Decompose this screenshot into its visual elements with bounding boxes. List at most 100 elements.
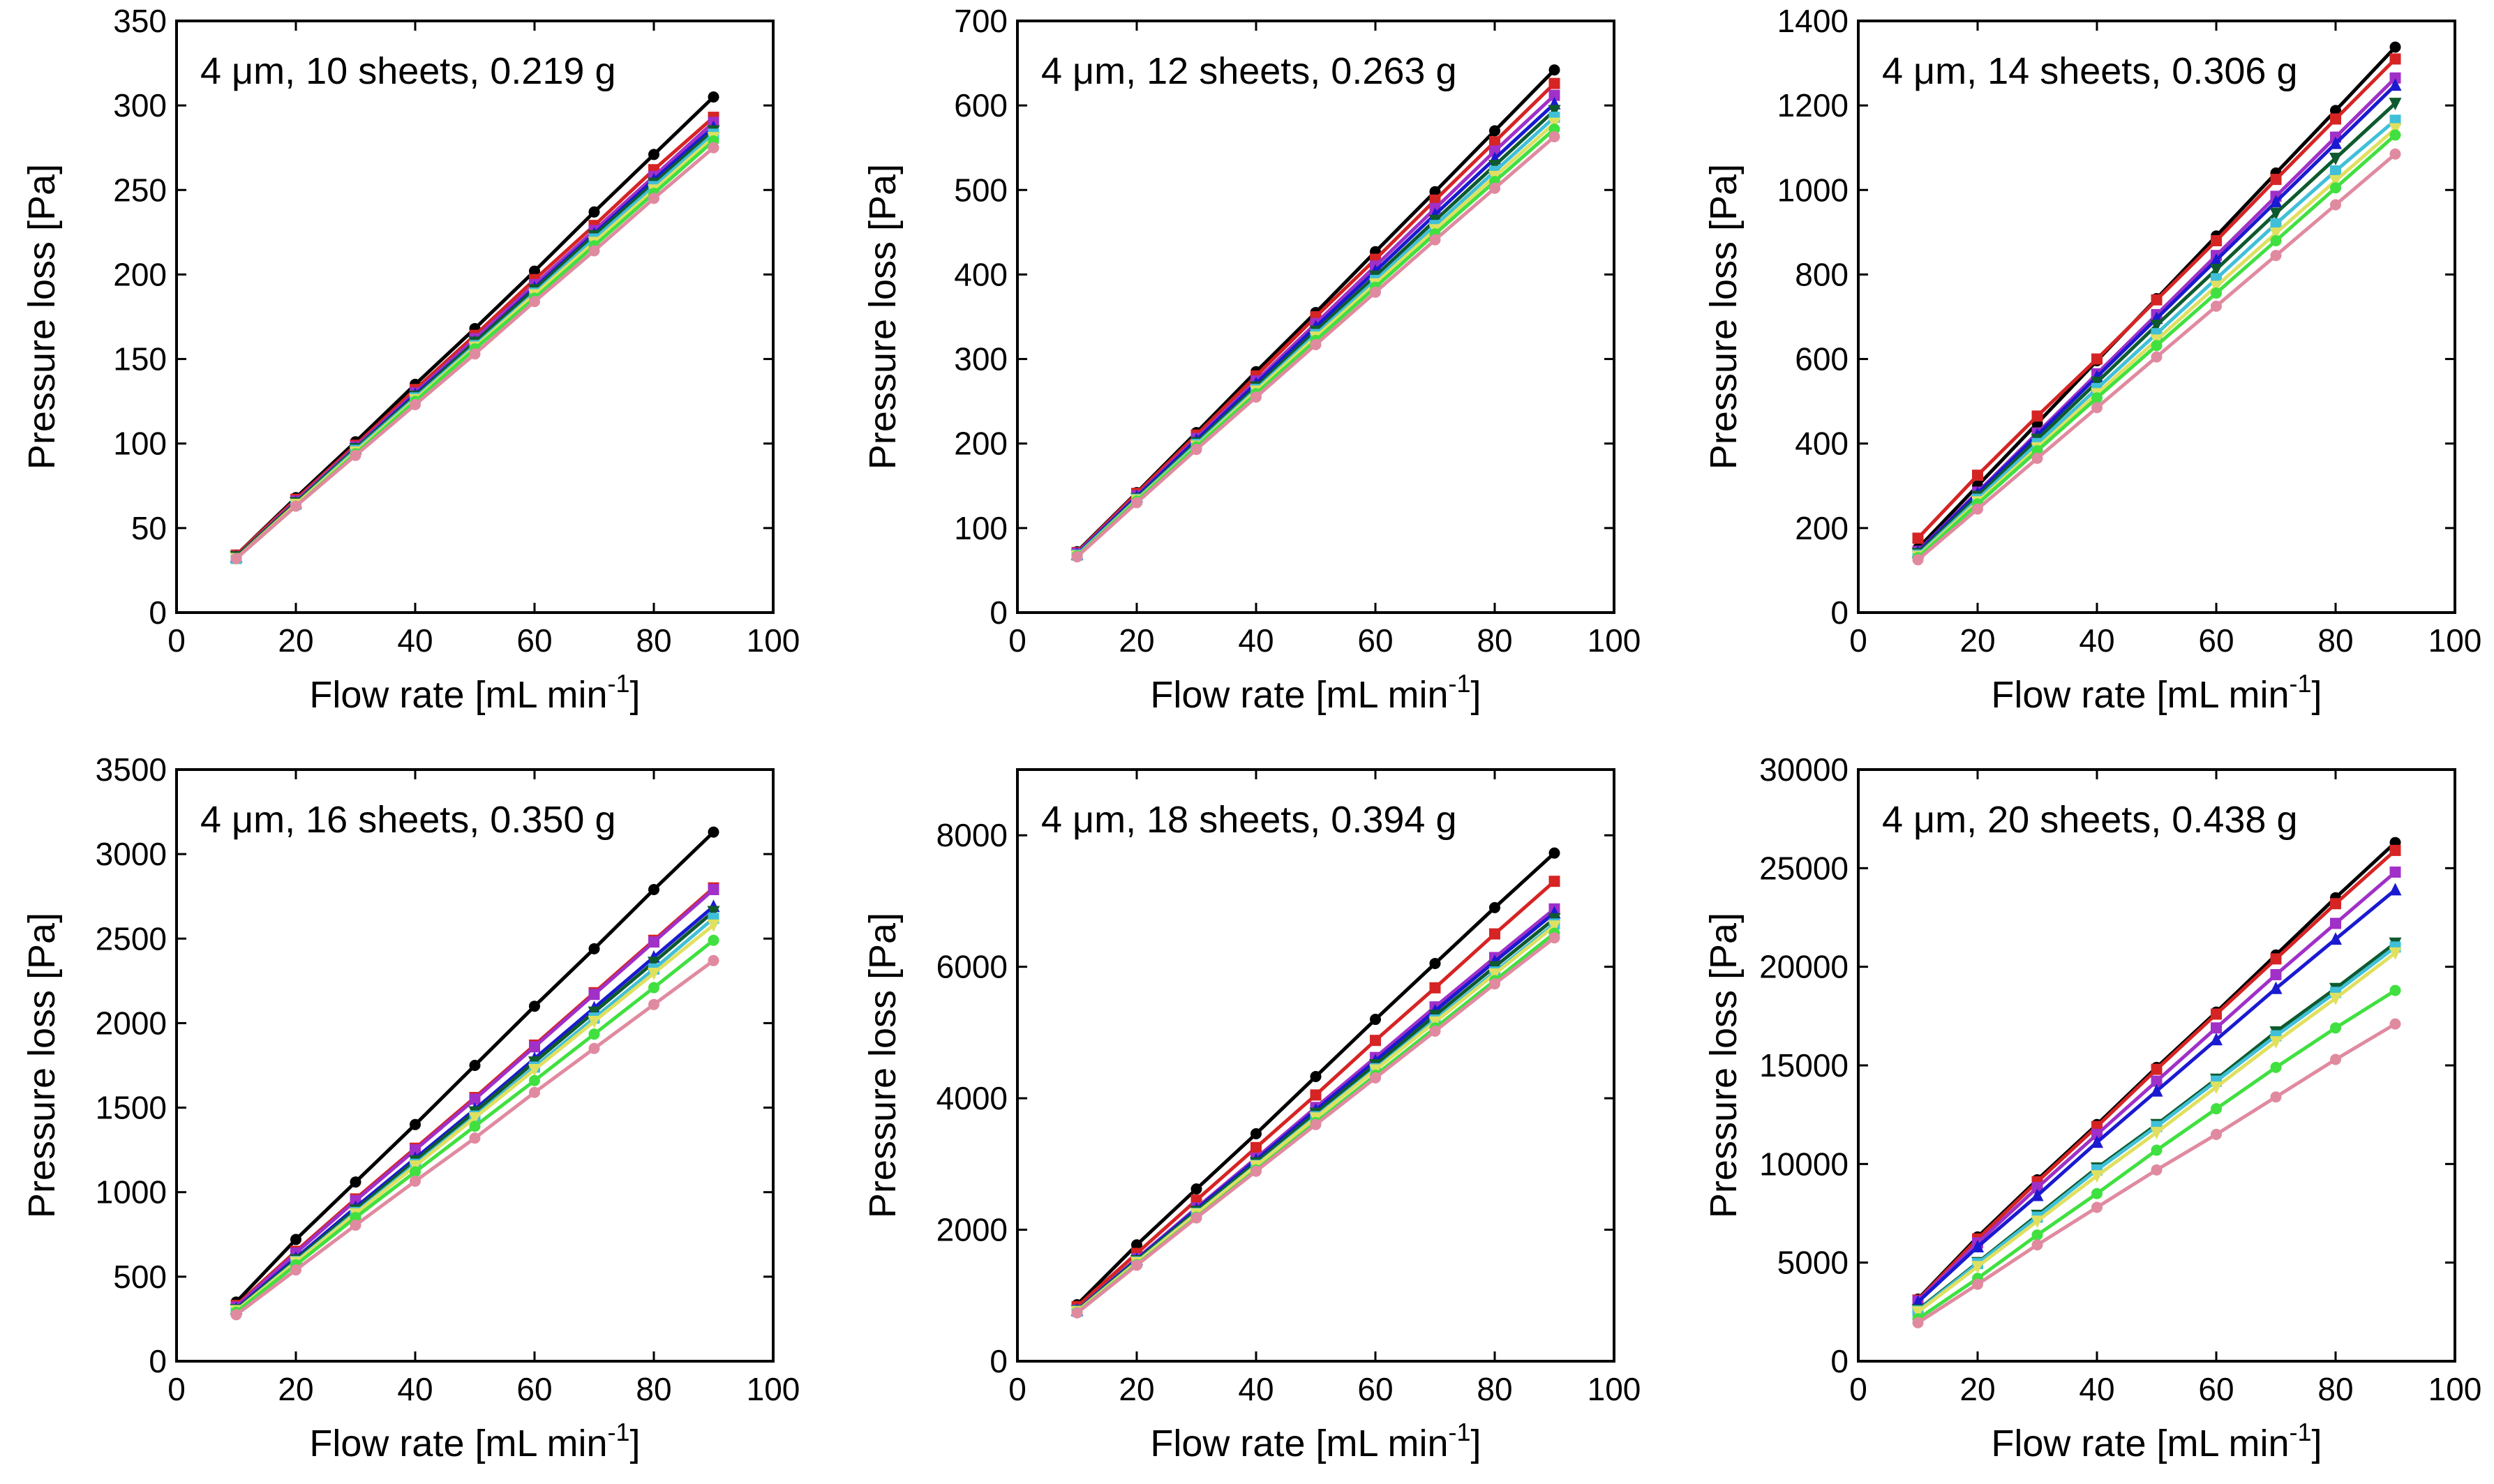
data-point [708, 884, 719, 896]
data-point [2091, 1170, 2103, 1183]
data-point [2389, 72, 2401, 84]
data-point [410, 1118, 421, 1130]
data-point [2270, 1091, 2282, 1103]
x-tick-label: 20 [1119, 622, 1154, 659]
data-point [410, 1175, 421, 1187]
data-point [2269, 207, 2283, 220]
data-point [2269, 1036, 2283, 1049]
data-point [1489, 928, 1500, 940]
data-point [230, 553, 242, 564]
x-tick-label: 0 [1008, 1371, 1026, 1407]
data-point [2091, 1128, 2103, 1140]
data-point [648, 149, 659, 160]
series-9 [230, 142, 719, 564]
y-tick-label: 1000 [96, 1174, 167, 1211]
chart-panel-18-sheets: 0 20 40 60 80 100 0 2000 4000 6000 8000 4 μm, 18 sh… [862, 768, 1641, 1464]
y-tick-label: 200 [954, 426, 1008, 462]
y-tick-label: 200 [1795, 510, 1849, 546]
chart-panel-12-sheets: 0 20 40 60 80 100 0 100 200 300 400 500 600 700 4 μm, … [862, 3, 1641, 716]
chart-panel-16-sheets: 0 20 40 60 80 1000500100015002000250030003500… [21, 751, 800, 1464]
data-point [2270, 234, 2282, 246]
data-point [1548, 105, 1561, 118]
x-tick-label: 100 [1588, 1371, 1641, 1407]
panel-title: 4 μm, 20 sheets, 0.438 g [1882, 799, 2297, 841]
data-point [2031, 1182, 2043, 1194]
data-point [2389, 947, 2402, 960]
y-tick-label: 2500 [96, 920, 167, 957]
x-tick-label: 40 [1238, 622, 1274, 659]
data-point [410, 1144, 421, 1156]
data-point [529, 296, 540, 308]
data-point [1971, 1261, 1984, 1274]
data-point [588, 1016, 601, 1029]
data-point [2330, 917, 2341, 929]
data-point [2329, 136, 2342, 149]
data-point [1912, 1317, 1924, 1328]
data-point [468, 1112, 481, 1125]
data-point [2031, 452, 2043, 464]
y-tick-label: 20000 [1759, 949, 1849, 985]
data-point [1912, 554, 1924, 566]
data-point [2151, 351, 2163, 363]
data-point [648, 193, 659, 204]
x-tick-label: 0 [1849, 622, 1867, 659]
y-tick-label: 15000 [1759, 1047, 1849, 1084]
x-tick-label: 0 [1008, 622, 1026, 659]
panel-title: 4 μm, 12 sheets, 0.263 g [1041, 50, 1456, 92]
data-point [2150, 1127, 2163, 1140]
data-point [2389, 866, 2401, 878]
data-point [1131, 497, 1142, 509]
data-point [648, 936, 659, 948]
y-tick-label: 30000 [1759, 751, 1849, 788]
x-tick-label: 100 [2428, 622, 2482, 659]
data-point [529, 1086, 540, 1098]
x-tick-label: 100 [1588, 622, 1641, 659]
y-tick-label: 0 [149, 594, 167, 631]
data-point [2031, 1239, 2043, 1251]
data-point [2151, 1164, 2163, 1176]
data-point [2330, 182, 2341, 194]
data-point [2091, 376, 2103, 389]
x-tick-label: 20 [1119, 1371, 1154, 1407]
data-point [648, 967, 660, 980]
data-point [2031, 1215, 2044, 1229]
data-point [529, 1041, 540, 1053]
data-point [2211, 1128, 2222, 1140]
data-point [1429, 1026, 1441, 1037]
plot-frame [175, 20, 775, 614]
data-point [1548, 89, 1560, 101]
x-tick-label: 80 [636, 1371, 671, 1407]
data-point [588, 206, 600, 218]
data-point [1912, 532, 1924, 544]
x-tick-label: 60 [2198, 622, 2234, 659]
data-point [350, 1219, 361, 1231]
data-point [2389, 41, 2401, 53]
data-point [290, 1264, 301, 1276]
data-point [1548, 920, 1561, 934]
series-9 [1912, 148, 2401, 566]
data-point [1972, 470, 1983, 481]
data-point [528, 1064, 541, 1077]
x-axis-label: Flow rate [mL min-1] [309, 669, 640, 716]
data-point [469, 1093, 481, 1105]
y-tick-label: 8000 [936, 817, 1008, 853]
data-point [2329, 174, 2342, 188]
data-point [2151, 340, 2163, 352]
data-point [1429, 982, 1441, 994]
data-point [2389, 148, 2401, 160]
panel-title: 4 μm, 16 sheets, 0.350 g [200, 799, 615, 841]
x-tick-label: 40 [2079, 622, 2114, 659]
data-point [2330, 1054, 2341, 1065]
series-9 [1912, 1018, 2401, 1328]
data-point [2211, 1103, 2222, 1115]
data-point [1190, 1212, 1202, 1224]
y-tick-label: 600 [1795, 341, 1849, 377]
data-point [2269, 981, 2283, 994]
data-point [2091, 392, 2103, 404]
y-tick-label: 100 [954, 510, 1008, 546]
data-point [469, 1060, 481, 1071]
y-tick-label: 3500 [96, 751, 167, 788]
data-point [1250, 1127, 1262, 1139]
data-point [2389, 129, 2401, 141]
y-tick-label: 5000 [1777, 1245, 1849, 1281]
